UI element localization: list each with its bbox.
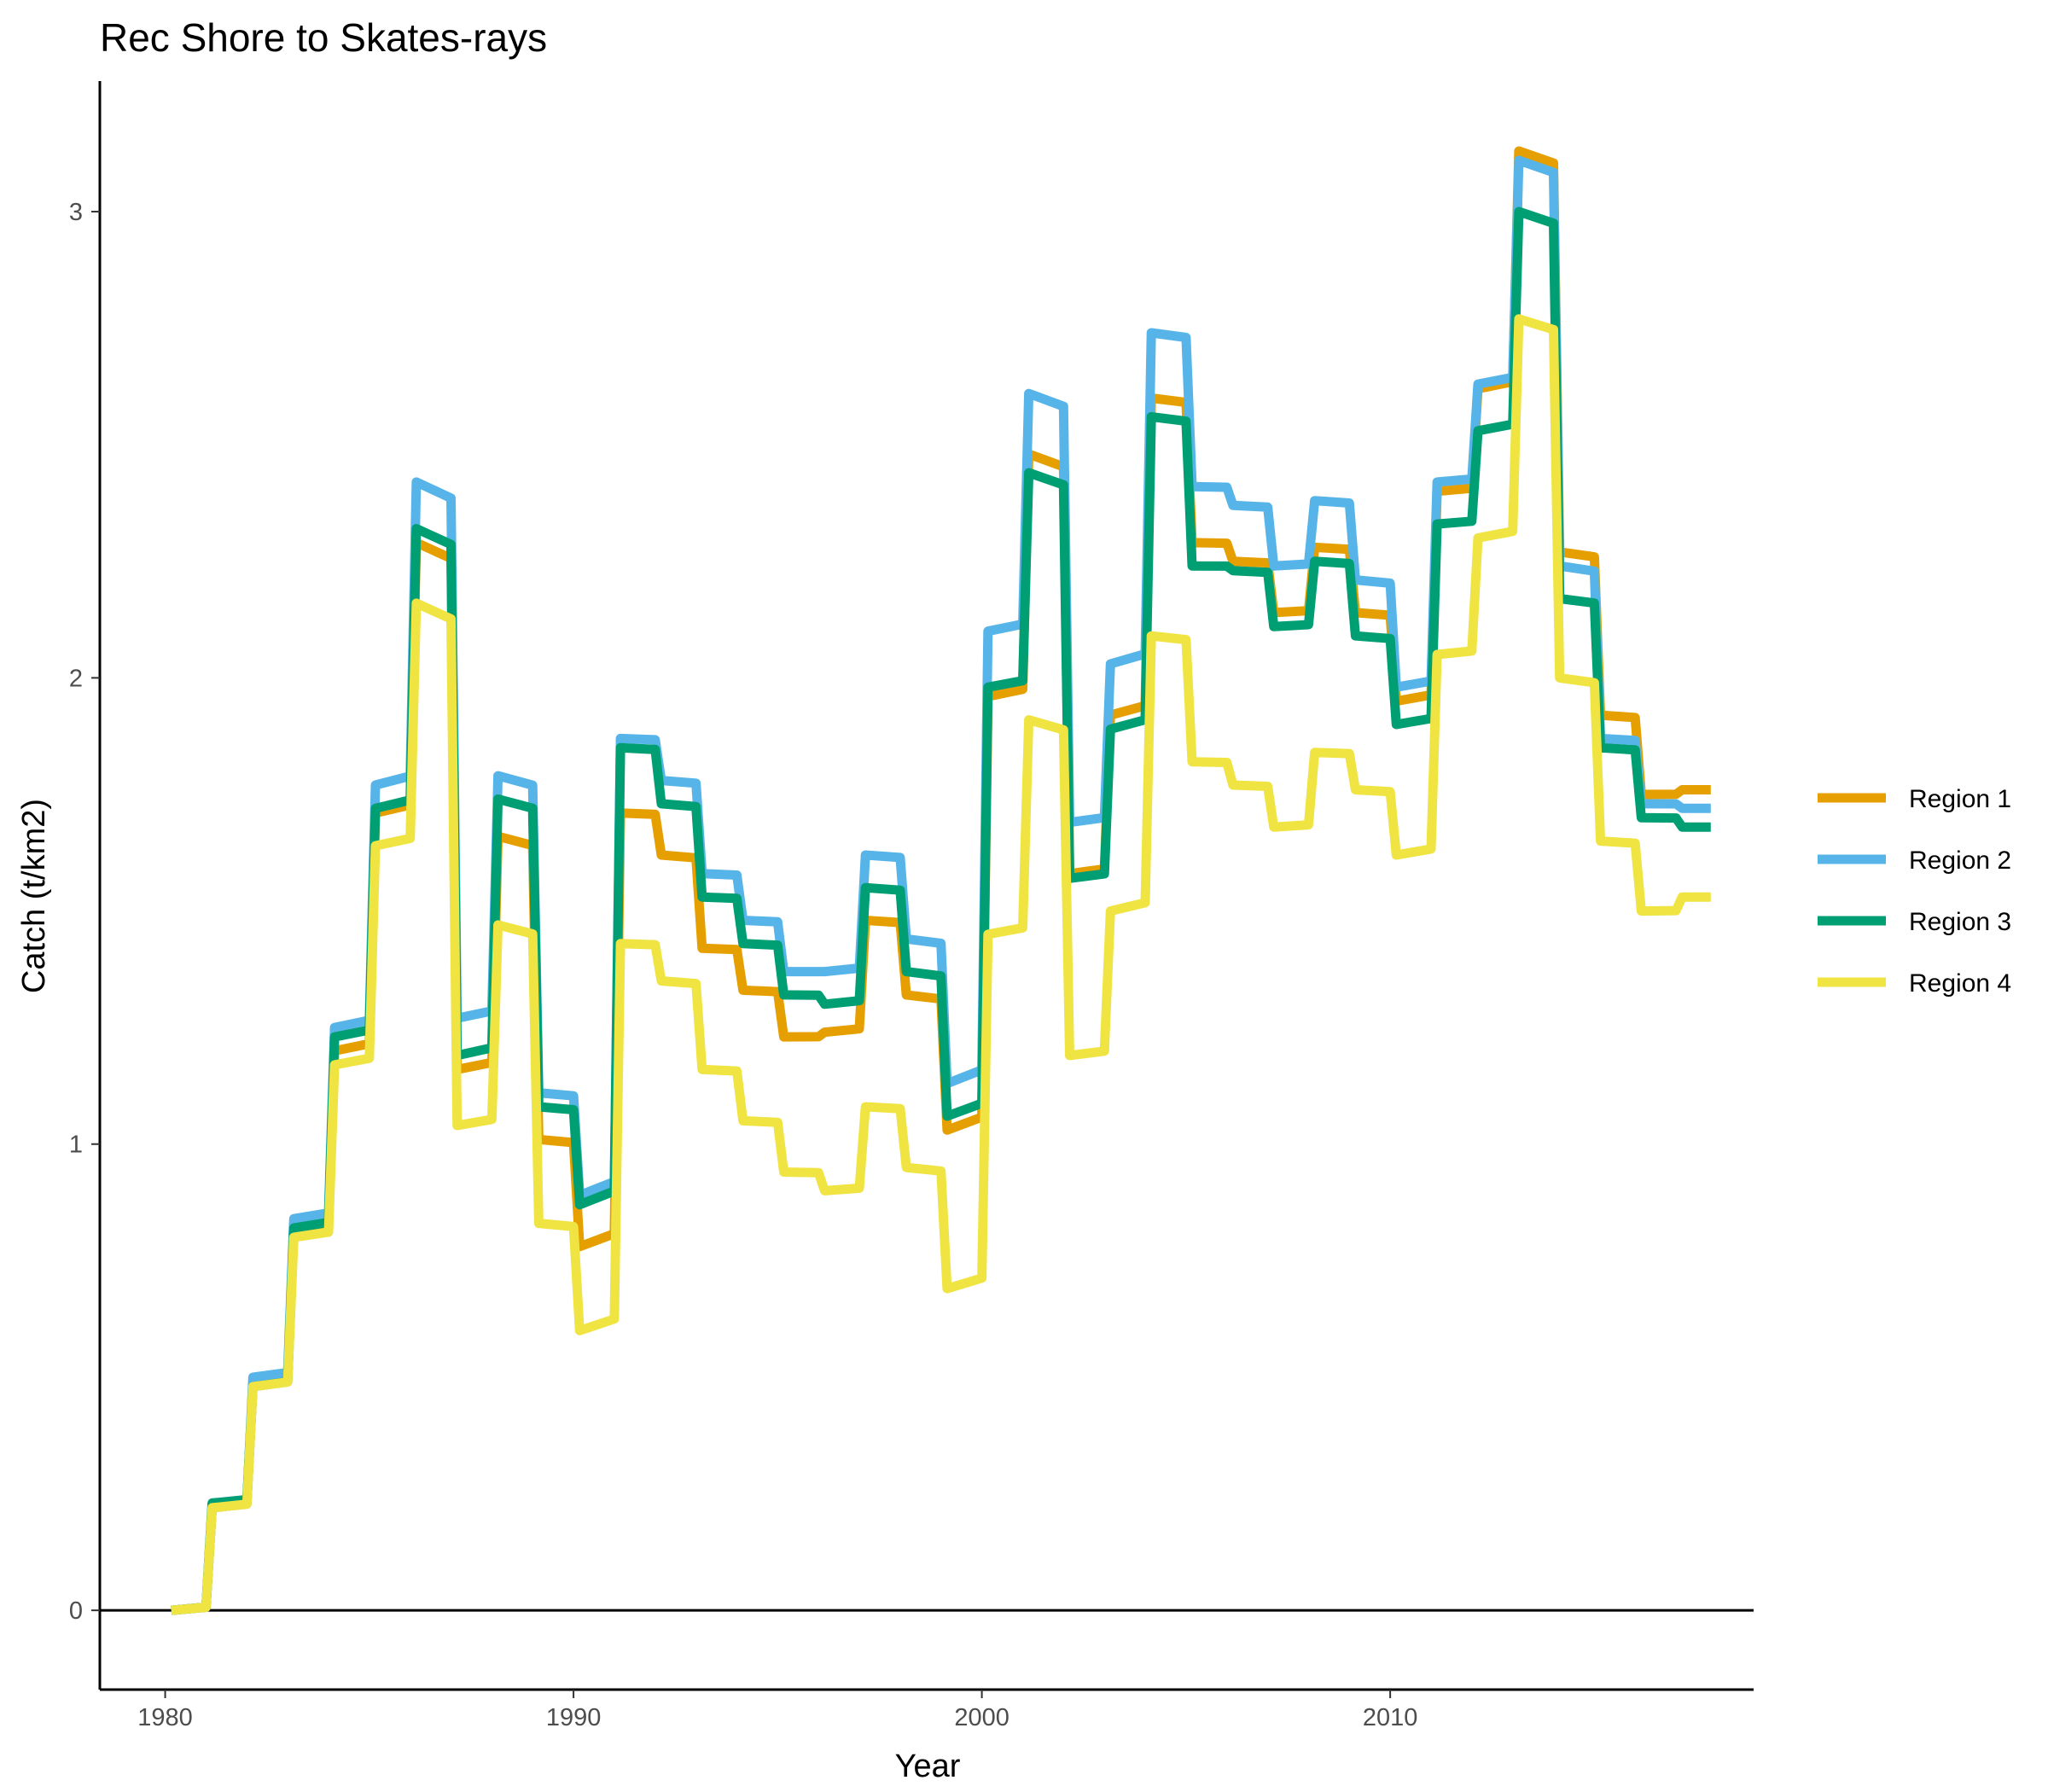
- y-axis-title: Catch (t/km2): [16, 799, 52, 993]
- series-line-region-4: [171, 314, 1711, 1615]
- x-axis-title: Year: [895, 1748, 961, 1784]
- y-tick-label: 0: [69, 1597, 83, 1625]
- x-axis-ticks: 1980 1990 2000 2010: [137, 1690, 1417, 1731]
- legend-label-region-1: Region 1: [1909, 785, 2011, 813]
- y-tick-label: 2: [69, 665, 83, 692]
- y-axis-ticks: 0 1 2 3: [69, 199, 100, 1625]
- x-tick-label: 1990: [546, 1704, 602, 1731]
- y-tick-label: 3: [69, 199, 83, 226]
- x-tick-label: 1980: [137, 1704, 193, 1731]
- chart-title: Rec Shore to Skates-rays: [100, 15, 547, 60]
- legend: Region 1 Region 2 Region 3 Region 4: [1818, 785, 2011, 998]
- legend-label-region-3: Region 3: [1909, 908, 2011, 936]
- x-tick-label: 2000: [954, 1704, 1009, 1731]
- legend-label-region-4: Region 4: [1909, 969, 2011, 998]
- legend-label-region-2: Region 2: [1909, 847, 2011, 875]
- y-tick-label: 1: [69, 1132, 83, 1159]
- x-tick-label: 2010: [1363, 1704, 1418, 1731]
- series-layer: [171, 146, 1711, 1615]
- series-line-region-3: [171, 207, 1711, 1615]
- plot-area: 1980 1990 2000 2010 0 1 2 3: [69, 81, 1754, 1731]
